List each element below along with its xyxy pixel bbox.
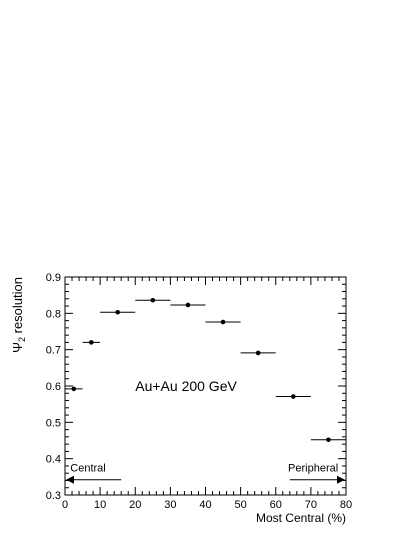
y-tick-label: 0.8 [46,308,61,320]
central-label: Central [70,463,105,475]
x-tick-label: 40 [199,499,211,511]
x-tick-label: 60 [270,499,282,511]
y-axis-title-rest: resolution [10,277,25,337]
y-axis-title-sub: 2 [17,337,27,342]
y-tick-label: 0.3 [46,490,61,502]
y-tick-label: 0.6 [46,381,61,393]
data-point [71,386,77,392]
x-tick-label: 80 [340,499,352,511]
x-tick-label: 30 [164,499,176,511]
y-axis-title-main: Ψ [10,342,25,353]
central-arrow-head [66,475,74,484]
y-tick-label: 0.9 [46,272,61,284]
data-series [65,297,346,443]
data-point [291,394,296,399]
y-axis-title: Ψ2 resolution [10,277,27,353]
data-point [115,309,120,315]
x-tick-label: 20 [129,499,141,511]
y-tick-label: 0.4 [46,454,61,466]
peripheral-arrow [289,475,345,484]
data-point [185,302,191,308]
x-tick-label: 0 [62,499,68,511]
peripheral-arrow-head [337,475,345,484]
x-tick-label: 70 [305,499,317,511]
x-tick-label: 50 [235,499,247,511]
data-point [326,437,331,443]
data-point [220,319,226,325]
y-tick-label: 0.7 [46,345,61,357]
y-tick-label: 0.5 [46,417,61,429]
x-tick-label: 10 [94,499,106,511]
peripheral-label: Peripheral [288,463,338,475]
x-axis-ticks: 0 10 20 30 40 50 60 70 80 [62,277,352,511]
data-point [150,297,156,303]
x-axis-title: Most Central (%) [256,511,346,525]
data-point [255,350,261,356]
data-point [89,340,94,345]
system-label: Au+Au 200 GeV [135,378,237,394]
central-arrow [66,475,122,484]
y-axis-ticks: 0.3 0.4 0.5 0.6 0.7 0.8 0.9 [46,272,346,502]
